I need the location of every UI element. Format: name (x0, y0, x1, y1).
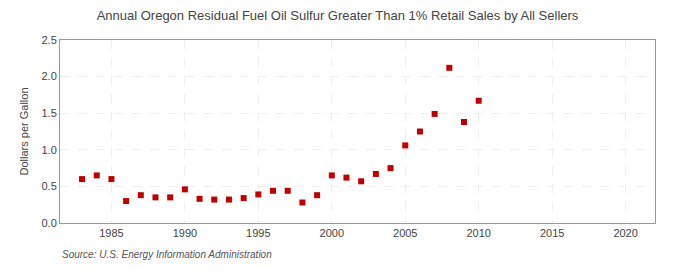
svg-text:2010: 2010 (466, 227, 490, 239)
svg-text:Annual Oregon Residual Fuel Oi: Annual Oregon Residual Fuel Oil Sulfur G… (97, 8, 579, 23)
svg-text:2015: 2015 (540, 227, 564, 239)
svg-text:Source: U.S. Energy Informatio: Source: U.S. Energy Information Administ… (62, 249, 272, 260)
svg-text:1.5: 1.5 (42, 107, 57, 119)
svg-text:0.5: 0.5 (42, 180, 57, 192)
svg-text:1985: 1985 (99, 227, 123, 239)
svg-text:Dollars per Gallon: Dollars per Gallon (18, 87, 30, 175)
svg-text:2.0: 2.0 (42, 70, 57, 82)
svg-text:0.0: 0.0 (42, 217, 57, 229)
svg-text:2020: 2020 (613, 227, 637, 239)
svg-text:2000: 2000 (320, 227, 344, 239)
svg-text:1995: 1995 (246, 227, 270, 239)
svg-text:1.0: 1.0 (42, 144, 57, 156)
svg-text:2005: 2005 (393, 227, 417, 239)
svg-text:1990: 1990 (173, 227, 197, 239)
svg-text:2.5: 2.5 (42, 34, 57, 46)
